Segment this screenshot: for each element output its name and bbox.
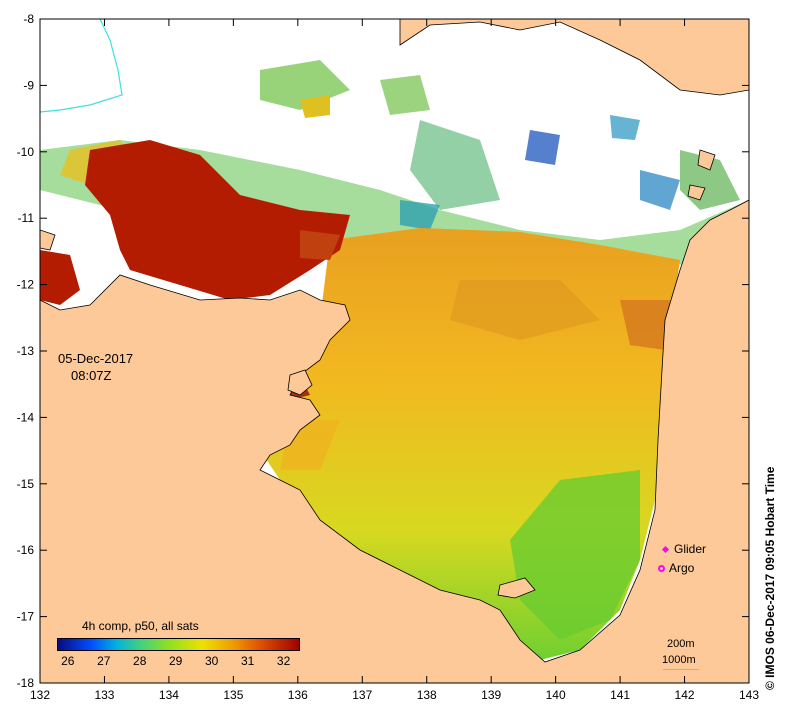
y-tick-label: -16 bbox=[17, 543, 35, 557]
x-tick-label: 137 bbox=[352, 688, 372, 702]
x-tick-label: 132 bbox=[30, 688, 50, 702]
timestamp-date: 05-Dec-2017 bbox=[58, 351, 134, 366]
y-tick-label: -15 bbox=[17, 477, 35, 491]
argo-legend: Argo bbox=[658, 561, 694, 575]
x-tick-label: 136 bbox=[288, 688, 308, 702]
y-tick-label: -14 bbox=[17, 410, 35, 424]
colorbar bbox=[57, 638, 300, 651]
hot-sst-region bbox=[85, 140, 350, 300]
y-tick-label: -17 bbox=[17, 610, 35, 624]
legend-title: 4h comp, p50, all sats bbox=[82, 619, 199, 633]
land bbox=[40, 19, 749, 683]
colorbar-tick-label: 30 bbox=[204, 654, 219, 668]
depth-1000-line bbox=[663, 669, 699, 670]
x-tick-label: 143 bbox=[739, 688, 759, 702]
credit-text: © IMOS 06-Dec-2017 09:05 Hobart Time bbox=[763, 466, 777, 690]
y-tick-label: -8 bbox=[23, 12, 34, 26]
y-tick-label: -12 bbox=[17, 278, 35, 292]
colorbar-tick-label: 32 bbox=[276, 654, 291, 668]
x-tick-label: 133 bbox=[94, 688, 114, 702]
colorbar-tick-label: 31 bbox=[240, 654, 255, 668]
glider-label: Glider bbox=[674, 542, 707, 556]
y-tick-label: -9 bbox=[23, 78, 34, 92]
colorbar-tick-label: 28 bbox=[133, 654, 147, 668]
y-tick-label: -10 bbox=[17, 145, 35, 159]
depth-1000-label: 1000m bbox=[662, 654, 696, 666]
x-tick-label: 139 bbox=[481, 688, 501, 702]
y-tick-label: -11 bbox=[18, 211, 35, 225]
glider-legend: Glider bbox=[660, 542, 706, 556]
y-tick-label: -13 bbox=[17, 344, 35, 358]
x-tick-label: 135 bbox=[223, 688, 243, 702]
glider-marker-icon bbox=[661, 545, 670, 553]
colorbar-tick-label: 29 bbox=[169, 654, 183, 668]
x-tick-label: 142 bbox=[675, 688, 695, 702]
x-axis: 132 133 134 135 136 137 138 139 140 141 142 143 bbox=[30, 19, 759, 702]
colorbar-tick-label: 27 bbox=[97, 654, 111, 668]
timestamp-time: 08:07Z bbox=[71, 368, 112, 383]
x-tick-label: 134 bbox=[159, 688, 179, 702]
timestamp: 05-Dec-2017 08:07Z bbox=[58, 350, 133, 384]
colorbar-tick-label: 26 bbox=[61, 654, 75, 668]
argo-label: Argo bbox=[669, 561, 695, 575]
contour-1000m bbox=[40, 19, 123, 113]
x-tick-label: 140 bbox=[546, 688, 566, 702]
argo-marker-icon bbox=[658, 564, 665, 572]
depth-200-label: 200m bbox=[667, 638, 695, 650]
y-tick-label: -18 bbox=[17, 676, 35, 690]
y-axis: -8 -9 -10 -11 -12 -13 -14 -15 -16 -17 -18 bbox=[17, 12, 749, 690]
x-tick-label: 138 bbox=[417, 688, 437, 702]
x-tick-label: 141 bbox=[610, 688, 630, 702]
